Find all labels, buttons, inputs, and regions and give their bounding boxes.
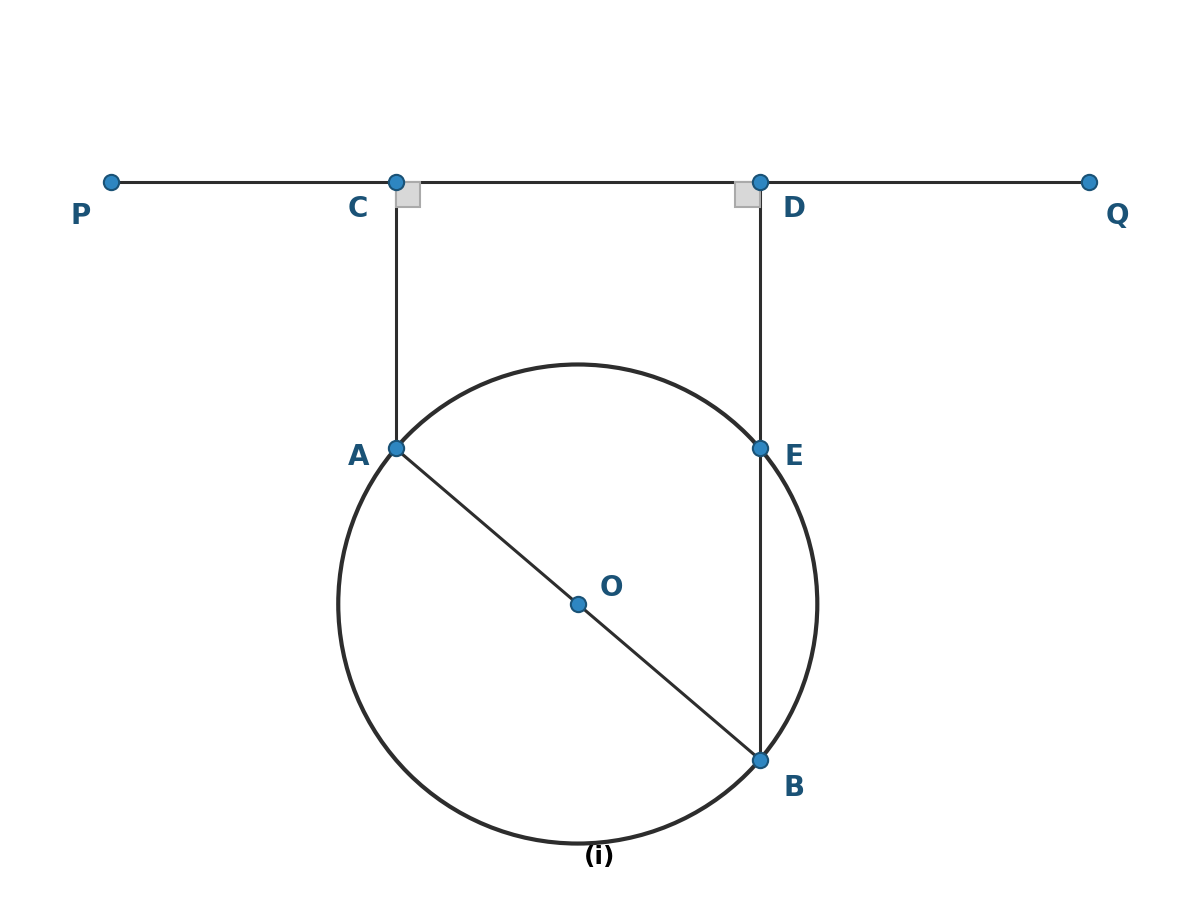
Text: C: C	[348, 195, 368, 222]
Text: A: A	[348, 443, 370, 472]
Text: P: P	[70, 202, 90, 230]
Text: D: D	[782, 195, 805, 222]
Text: O: O	[600, 574, 623, 602]
Text: Q: Q	[1105, 202, 1129, 230]
Text: B: B	[784, 774, 804, 802]
Polygon shape	[736, 182, 760, 207]
Polygon shape	[396, 182, 420, 207]
Text: E: E	[785, 443, 803, 472]
Text: (i): (i)	[584, 845, 616, 869]
